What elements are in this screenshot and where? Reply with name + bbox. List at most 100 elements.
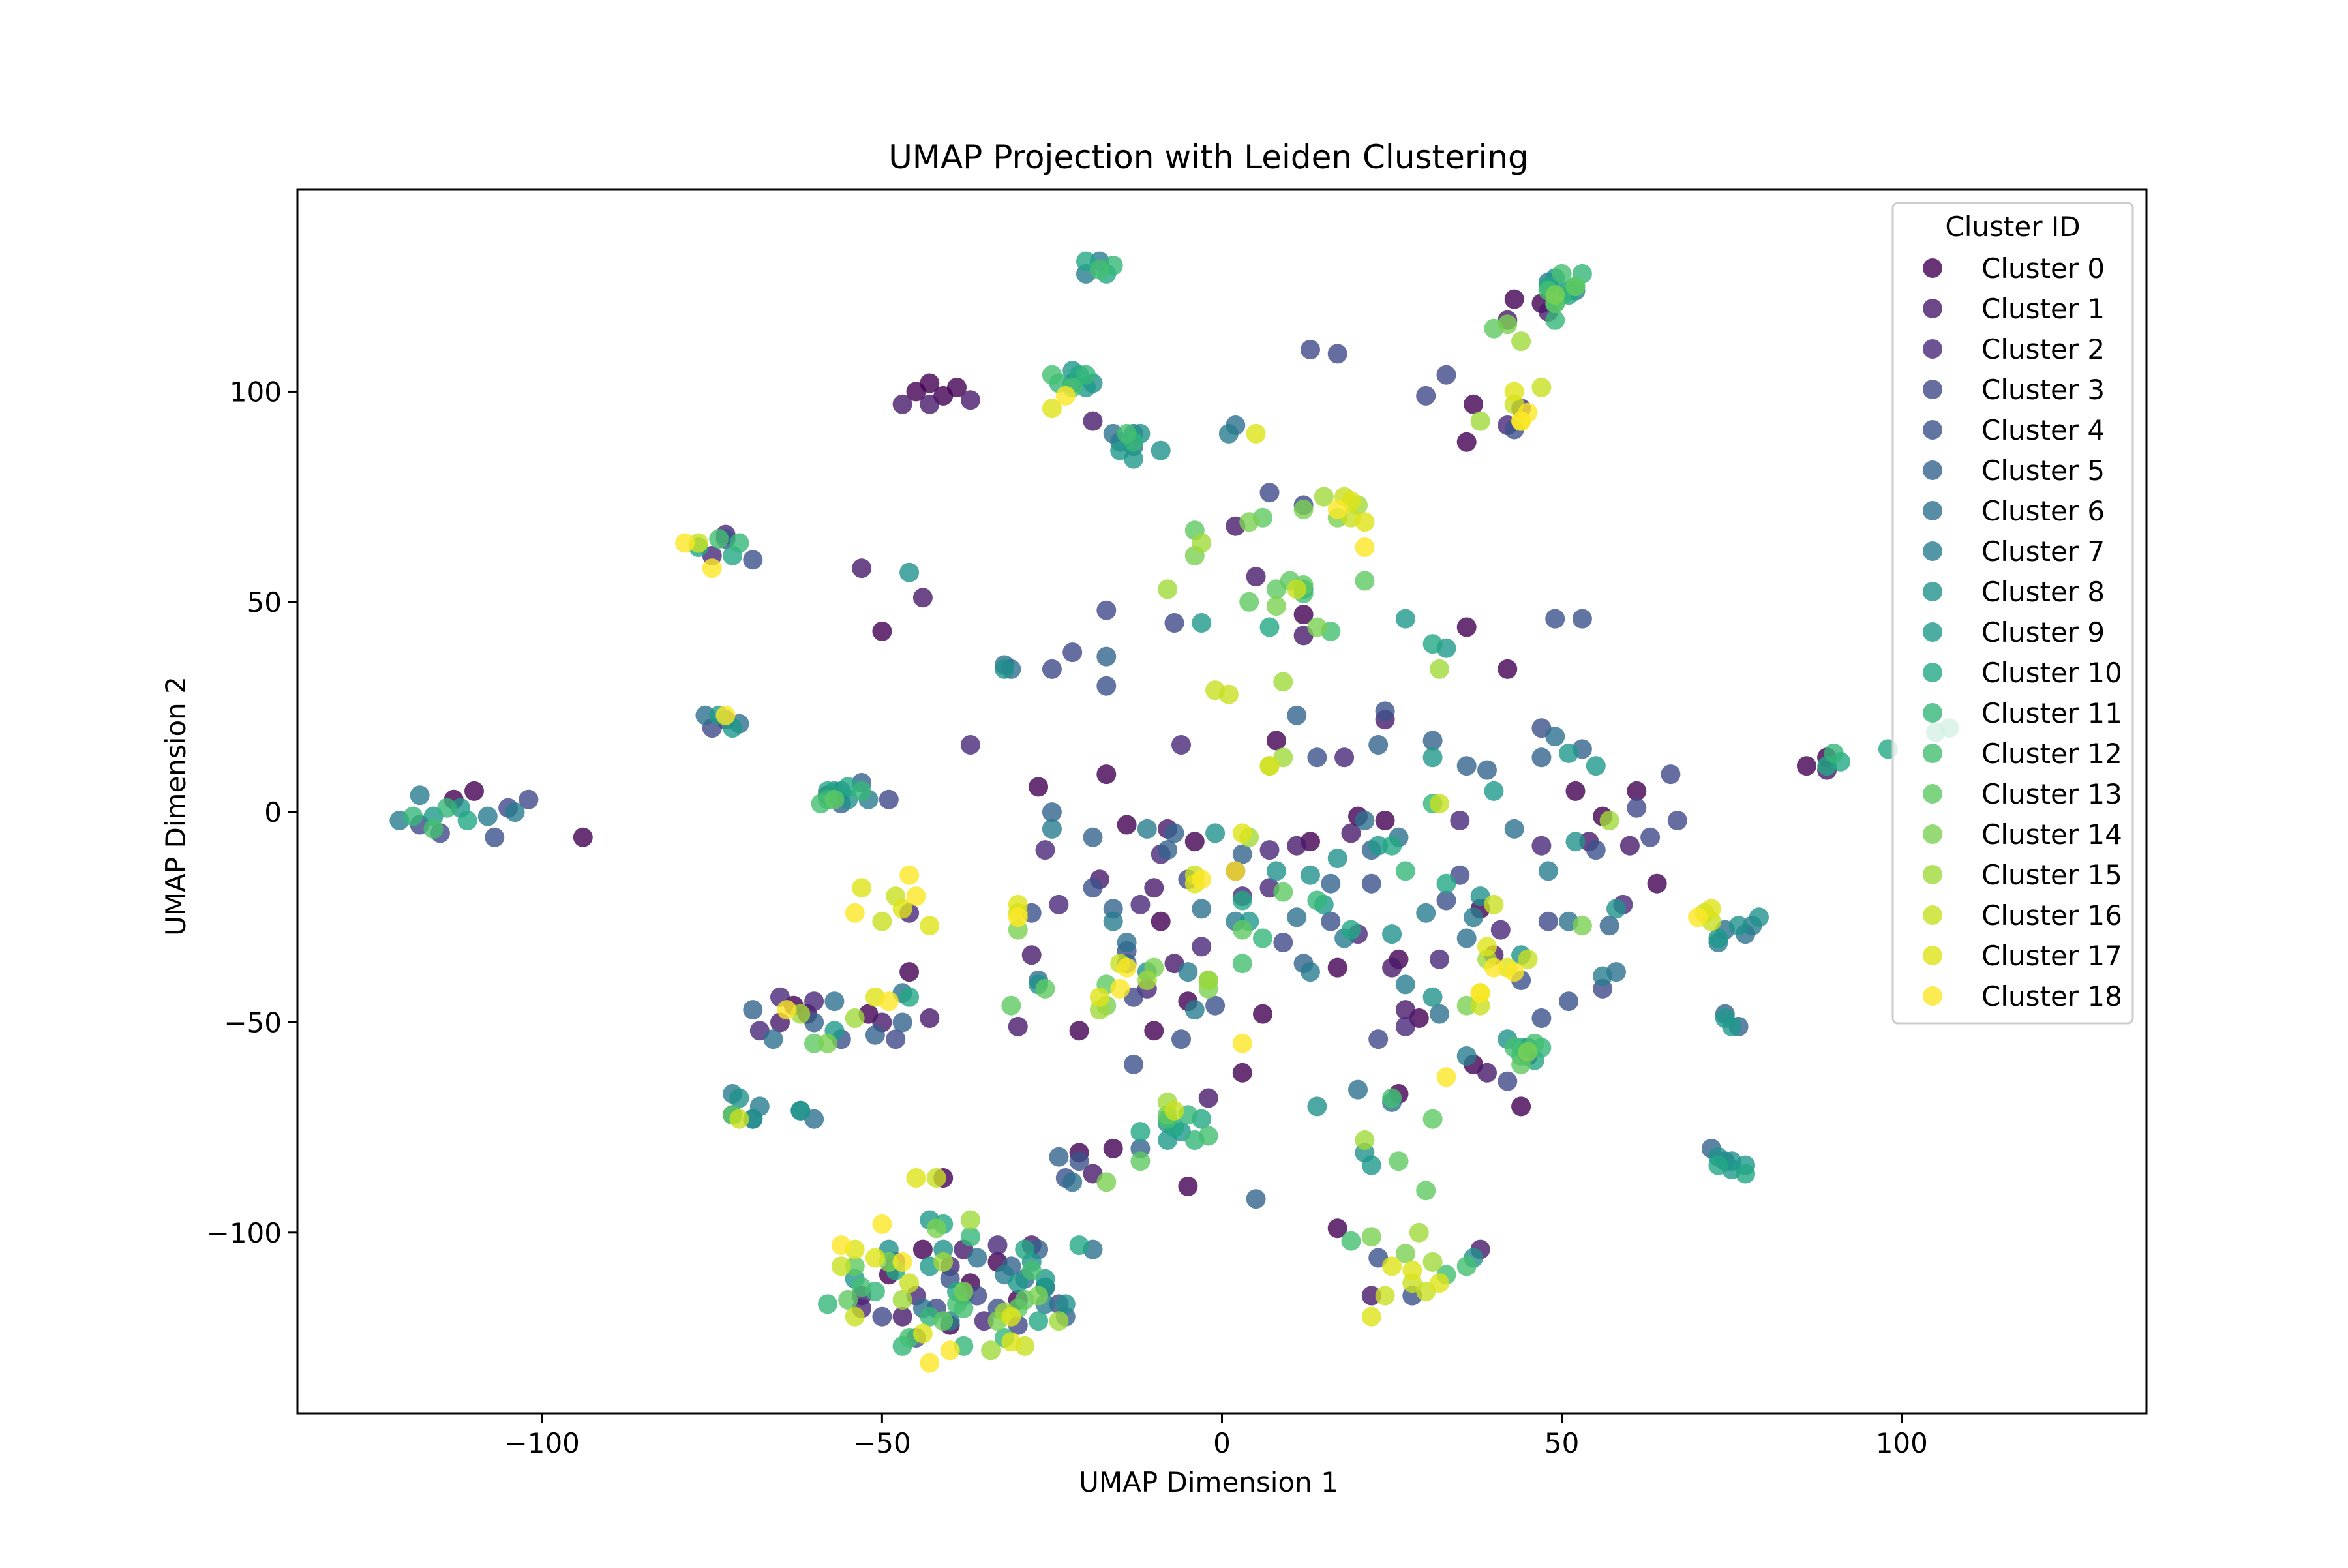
data-point (1158, 579, 1178, 599)
data-point (1110, 978, 1130, 999)
legend-marker (1923, 824, 1942, 844)
data-point (702, 558, 722, 579)
data-point (485, 827, 505, 847)
data-point (872, 1214, 892, 1234)
legend-label: Cluster 17 (1981, 940, 2122, 972)
data-point (695, 705, 715, 725)
data-point (1151, 440, 1171, 460)
data-point (899, 987, 920, 1007)
data-point (920, 373, 940, 393)
data-point (1069, 1151, 1089, 1171)
data-point (899, 962, 920, 982)
data-point (920, 1353, 940, 1373)
data-point (899, 865, 920, 885)
data-point (1049, 1311, 1069, 1331)
legend-marker (1923, 380, 1942, 399)
data-point (1375, 1286, 1395, 1306)
x-tick-label: 100 (1876, 1427, 1928, 1459)
legend-label: Cluster 18 (1981, 980, 2122, 1012)
data-point (1368, 735, 1389, 755)
data-point (1232, 890, 1252, 911)
data-point (1436, 365, 1456, 385)
data-point (1430, 1273, 1449, 1293)
data-point (1688, 907, 1708, 927)
data-point (1627, 781, 1647, 801)
data-point (1266, 731, 1286, 751)
data-point (1409, 1222, 1429, 1243)
data-point (1456, 995, 1477, 1016)
data-point (1565, 277, 1586, 297)
data-point (1627, 798, 1647, 818)
data-point (1334, 747, 1355, 768)
data-point (1545, 285, 1565, 305)
data-point (1192, 613, 1212, 633)
data-point (729, 1088, 749, 1108)
data-point (1484, 957, 1504, 978)
data-point (947, 378, 967, 397)
x-tick-label: −100 (505, 1427, 580, 1459)
legend-marker (1923, 946, 1942, 965)
data-point (1531, 747, 1552, 768)
data-point (1545, 727, 1565, 747)
data-point (1382, 836, 1402, 856)
data-point (1069, 1021, 1089, 1041)
data-point (912, 1239, 933, 1259)
data-point (1355, 1130, 1375, 1150)
data-point (1062, 642, 1083, 663)
data-point (1477, 760, 1497, 780)
legend-item: Cluster 8 (1923, 576, 2105, 608)
data-point (1198, 1088, 1218, 1108)
data-point (505, 802, 525, 822)
data-point (845, 1256, 865, 1276)
data-point (892, 1289, 912, 1310)
data-point (519, 789, 539, 809)
data-point (1477, 937, 1497, 957)
data-point (1171, 1029, 1191, 1049)
data-point (1490, 920, 1511, 940)
data-point (1184, 1000, 1205, 1020)
data-point (1355, 537, 1375, 557)
data-point (1327, 849, 1347, 868)
data-point (1395, 609, 1415, 629)
legend-marker (1923, 420, 1942, 440)
data-point (1361, 1227, 1381, 1247)
data-point (763, 1029, 783, 1049)
data-point (1307, 747, 1327, 768)
data-point (1171, 735, 1191, 755)
data-point (1246, 423, 1266, 444)
data-point (1124, 449, 1143, 469)
data-point (1640, 827, 1661, 847)
data-point (1436, 890, 1456, 911)
data-point (1137, 819, 1157, 839)
data-point (1647, 873, 1667, 894)
legend-item: Cluster 10 (1923, 657, 2122, 689)
data-point (1021, 945, 1042, 965)
data-point (933, 1311, 954, 1331)
data-point (1130, 1151, 1151, 1171)
data-point (1178, 962, 1198, 982)
data-point (960, 735, 980, 755)
data-point (1246, 567, 1266, 587)
data-point (1178, 1176, 1198, 1196)
data-point (845, 903, 865, 923)
data-point (1355, 811, 1375, 830)
data-point (940, 1340, 960, 1361)
chart-title: UMAP Projection with Leiden Clustering (888, 138, 1529, 176)
data-point (1184, 832, 1205, 852)
y-tick-label: −50 (224, 1006, 282, 1038)
data-point (1382, 1088, 1402, 1108)
data-point (892, 1012, 912, 1033)
data-point (1096, 764, 1117, 785)
data-point (464, 781, 484, 801)
data-point (1293, 500, 1314, 519)
data-point (715, 705, 736, 725)
data-point (1096, 1172, 1117, 1192)
data-point (1130, 894, 1151, 914)
data-point (1144, 878, 1164, 898)
legend-item: Cluster 15 (1923, 859, 2122, 891)
data-point (1422, 747, 1443, 768)
data-point (1021, 1260, 1042, 1280)
data-point (818, 1294, 837, 1314)
data-point (892, 1252, 912, 1272)
